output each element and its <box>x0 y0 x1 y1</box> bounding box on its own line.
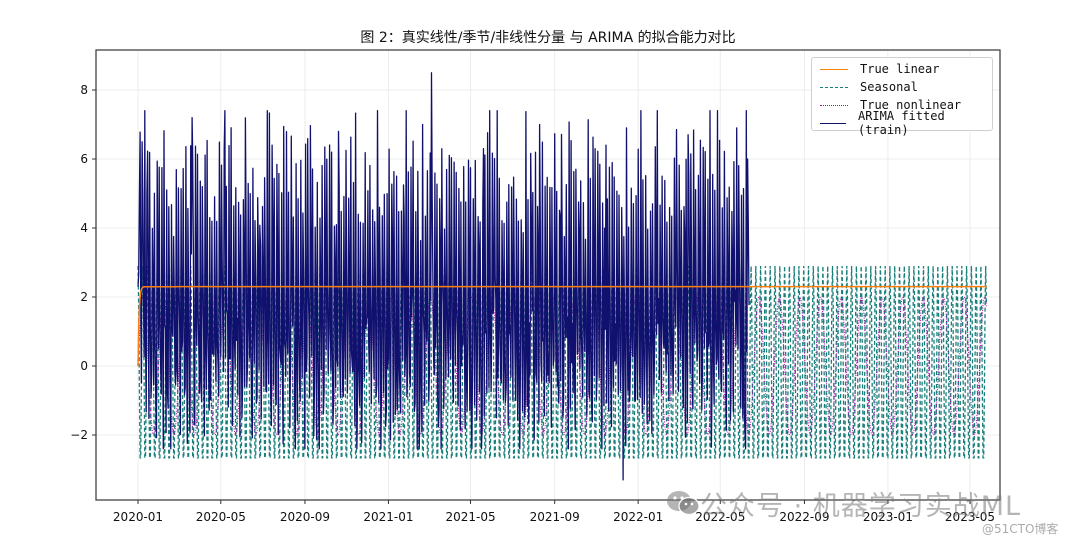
x-tick-label: 2020-05 <box>196 510 246 524</box>
legend-item-true-linear: True linear <box>820 60 939 78</box>
x-tick-label: 2021-09 <box>530 510 580 524</box>
true-nonlinear-series <box>137 296 987 436</box>
wechat-icon <box>667 491 700 516</box>
x-tick-label: 2021-01 <box>363 510 413 524</box>
solid-line-icon <box>820 122 846 124</box>
legend-label: True linear <box>860 62 940 76</box>
x-axis: 2020-01 2020-05 2020-09 2021-01 2021-05 2021-… <box>113 500 995 524</box>
x-tick-label: 2020-01 <box>113 510 163 524</box>
y-tick-label: 2 <box>80 290 88 304</box>
arima-fitted-series <box>137 72 750 481</box>
x-tick-label: 2022-01 <box>613 510 663 524</box>
legend-item-arima-fitted: ARIMA fitted (train) <box>820 109 992 137</box>
y-tick-label: 6 <box>80 152 88 166</box>
watermark-text: 公众号 · 机器学习实战ML <box>700 491 1022 522</box>
y-tick-label: 8 <box>80 83 88 97</box>
plot-frame <box>95 49 1001 501</box>
seasonal-series <box>137 265 988 459</box>
y-axis: −2 0 2 4 6 8 <box>70 83 96 442</box>
watermark-source: @51CTO博客 <box>982 522 1059 536</box>
dashed-line-icon <box>820 86 848 88</box>
x-tick-label: 2023-05 <box>945 510 995 524</box>
x-tick-label: 2020-09 <box>280 510 330 524</box>
x-tick-label: 2022-09 <box>779 510 829 524</box>
legend-item-seasonal: Seasonal <box>820 78 918 96</box>
x-tick-label: 2022-05 <box>695 510 745 524</box>
legend-item-true-nonlinear: True nonlinear <box>820 96 961 114</box>
legend-label: True nonlinear <box>860 98 962 112</box>
true-linear-series <box>137 285 987 367</box>
legend: True linear Seasonal True nonlinear ARIM… <box>811 57 993 137</box>
y-tick-label: 0 <box>80 359 88 373</box>
y-tick-label: 4 <box>80 221 88 235</box>
legend-label: Seasonal <box>860 80 918 94</box>
solid-line-icon <box>820 68 848 70</box>
legend-label: ARIMA fitted (train) <box>857 109 945 137</box>
chart-title: 图 2：真实线性/季节/非线性分量 与 ARIMA 的拟合能力对比 <box>360 30 736 46</box>
x-tick-label: 2023-01 <box>863 510 913 524</box>
x-tick-label: 2021-05 <box>445 510 495 524</box>
y-tick-label: −2 <box>70 428 88 442</box>
dotted-line-icon <box>820 104 848 106</box>
